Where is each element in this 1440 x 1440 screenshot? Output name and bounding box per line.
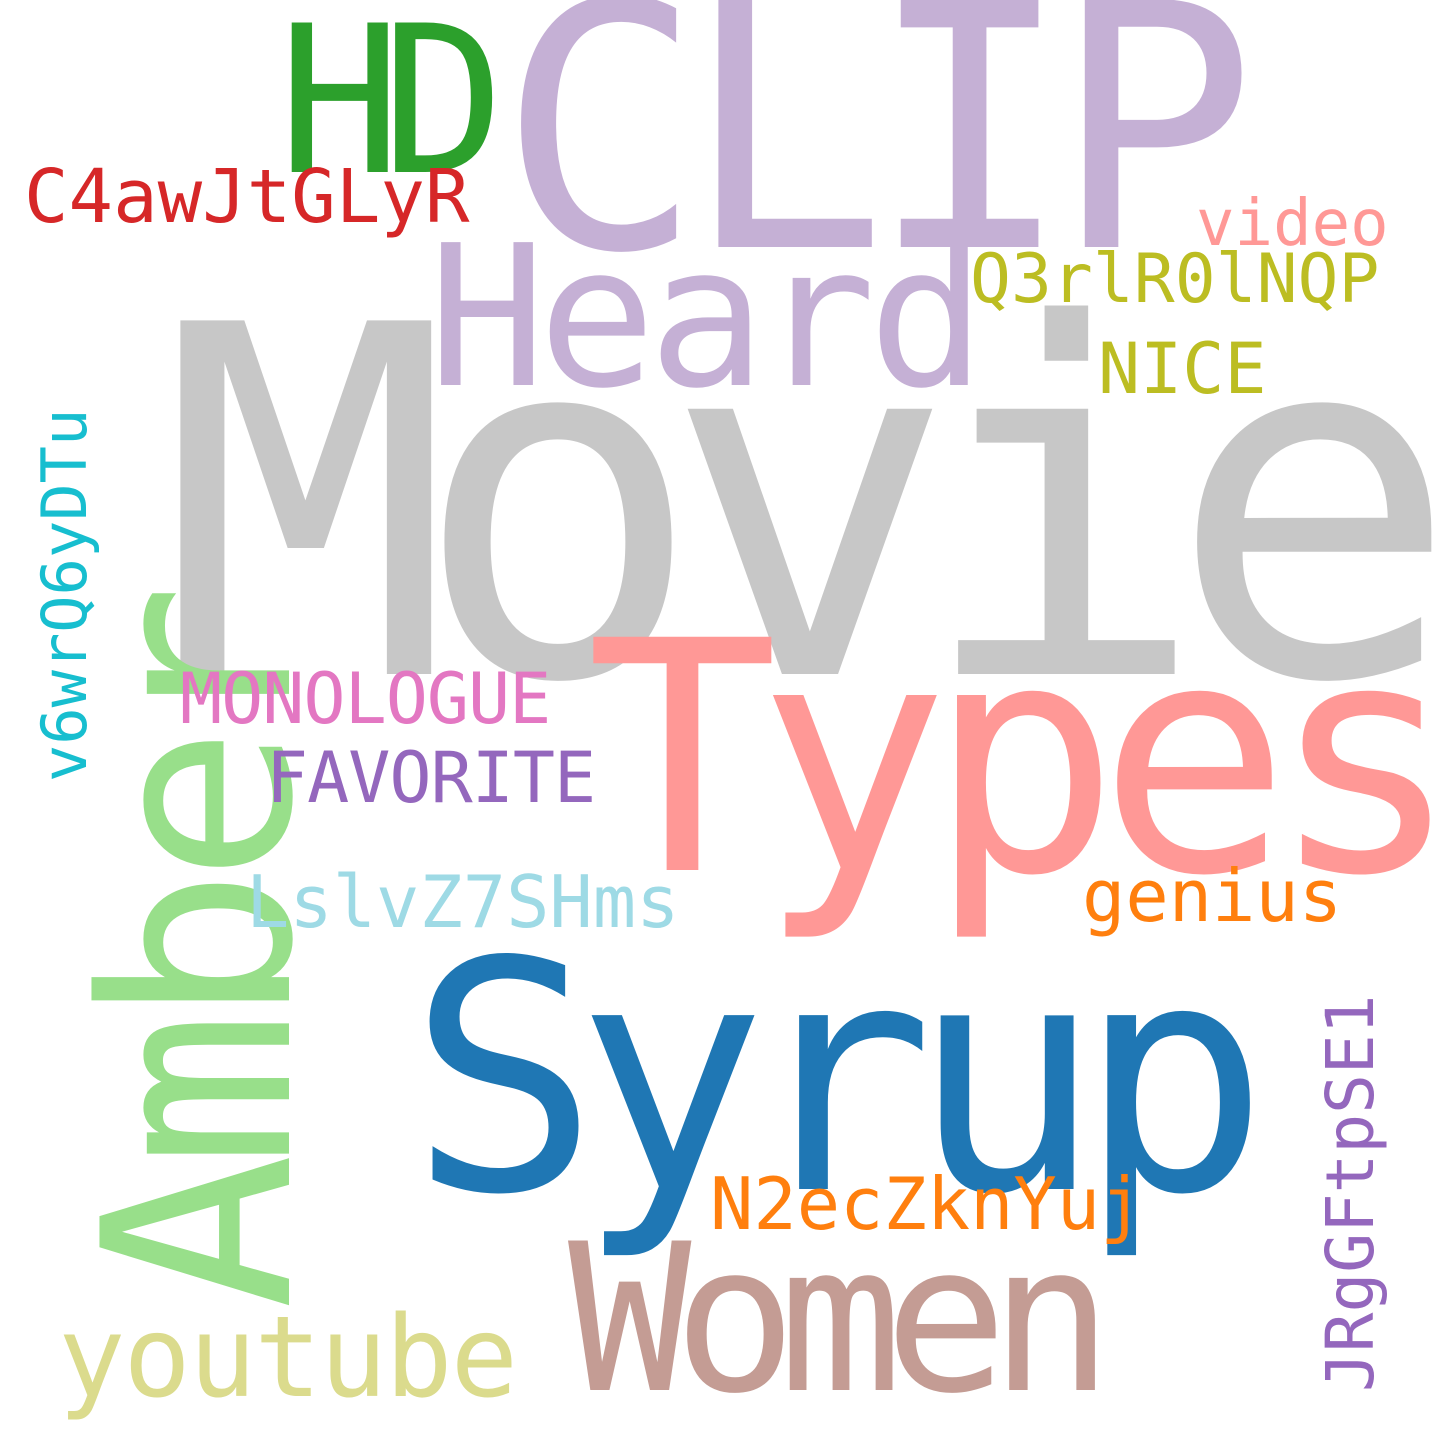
word-women: Women (568, 1201, 1113, 1439)
word-favorite: FAVORITE (266, 737, 596, 819)
word-syrup: Syrup (408, 894, 1269, 1264)
word-v6wrq6ydtu: v6wrQ6yDTu (28, 408, 101, 782)
word-video: video (1196, 187, 1389, 261)
word-youtube: youtube (58, 1293, 518, 1423)
word-lslvz7shms: LslvZ7SHms (246, 860, 680, 944)
word-clip: CLIP (498, 0, 1257, 328)
word-jrggftpse1: JRgGFtpSE1 (1312, 994, 1389, 1392)
word-n2eczknyuj: N2ecZknYuj (710, 1162, 1144, 1246)
word-hd: HD (278, 0, 505, 221)
word-monologue: MONOLOGUE (180, 658, 551, 740)
word-types: Types (586, 574, 1440, 946)
word-q3rlr0lnqp: Q3rlR0lNQP (970, 240, 1380, 319)
word-genius: genius (1082, 854, 1343, 938)
word-movie: Movie (160, 225, 1440, 789)
word-c4awjtglyr: C4awJtGLyR (24, 154, 470, 240)
word-nice: NICE (1098, 328, 1267, 410)
word-heard: Heard (428, 204, 986, 432)
